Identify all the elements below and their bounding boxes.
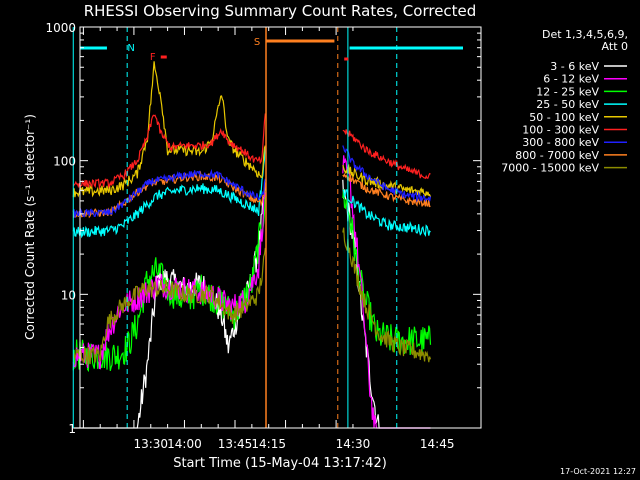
saa-label: S [254,37,260,48]
legend-label: 800 - 7000 keV [515,149,599,162]
legend-label: 300 - 800 keV [522,136,599,149]
series-line [72,190,266,373]
series-line [73,247,266,365]
x-tick-label: 13:30 [133,437,168,451]
plot-frame [79,26,482,429]
x-tick-label: 14:30 [336,437,371,451]
series-line [342,227,432,363]
flare-label: F [150,52,156,63]
series-line [342,145,432,203]
series-line [342,129,431,180]
orbit-overlays: N S F [72,27,463,428]
x-tick-label: 14:00 [167,437,202,451]
series-line [72,61,266,198]
legend-header: Det 1,3,4,5,6,9, [542,28,628,41]
x-tick-label: 14:45 [420,437,455,451]
legend-label: 25 - 50 keV [536,98,599,111]
series-line [342,172,431,208]
series-line [342,189,431,237]
series-line [72,145,266,239]
y-axis-label: Corrected Count Rate (s⁻¹ detector⁻¹) [23,114,37,340]
legend-label: 12 - 25 keV [536,85,599,98]
chart-title: RHESSI Observing Summary Count Rates, Co… [84,2,477,20]
y-tick-label: 100 [53,155,76,169]
y-tick-label: 1 [68,422,76,436]
y-tick-label: 10 [61,288,76,302]
series-line [73,168,266,218]
legend-label: 3 - 6 keV [550,60,599,73]
legend-header: Att 0 [602,40,628,53]
series-line [72,192,266,370]
legend-label: 7000 - 15000 keV [501,162,599,175]
legend-label: 100 - 300 keV [522,124,599,137]
legend-label: 50 - 100 keV [529,111,599,124]
series-line [342,163,432,197]
timestamp: 17-Oct-2021 12:27 [560,467,636,476]
y-tick-label: 1000 [45,21,76,35]
legend-label: 6 - 12 keV [543,73,599,86]
axis-ticks: 1 10 100 1000 13:30 13:45 14:00 14:15 14:30 14:45 [45,21,481,451]
night-label: N [127,43,134,54]
x-tick-label: 14:15 [251,437,286,451]
x-axis-label: Start Time (15-May-04 13:17:42) [173,456,387,471]
x-tick-label: 13:45 [218,437,253,451]
series-line [73,113,266,190]
